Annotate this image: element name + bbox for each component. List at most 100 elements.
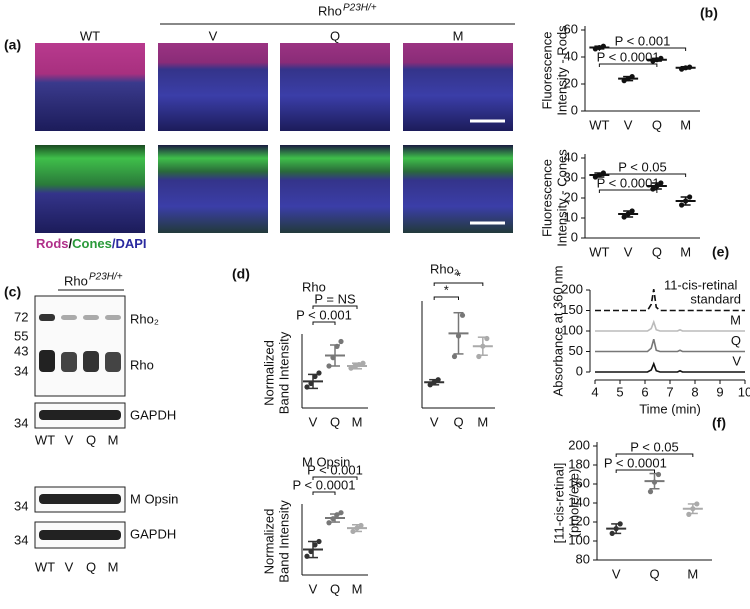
micrograph: [280, 145, 390, 233]
group-label: Rho: [318, 3, 342, 18]
y-axis-label: Normalized: [261, 340, 276, 406]
marker-label: 34: [14, 363, 28, 378]
significance-label: P < 0.0001: [604, 455, 667, 470]
band-label: GAPDH: [130, 526, 176, 541]
x-tick-label: WT: [589, 244, 609, 259]
significance-label: P < 0.001: [307, 462, 363, 477]
series-line: [595, 289, 745, 312]
data-point: [459, 312, 466, 318]
y-axis-label: Fluorescence: [539, 159, 554, 237]
data-point: [360, 360, 366, 366]
x-tick-label: 7: [666, 384, 673, 399]
significance-bracket: [312, 491, 336, 495]
y-tick-label: 0: [571, 102, 578, 117]
micrographs: [35, 43, 513, 233]
x-tick-label: M: [352, 414, 363, 429]
x-tick-label: V: [624, 244, 633, 259]
legend-rods: Rods: [36, 236, 69, 251]
lane-label: WT: [35, 559, 55, 574]
significance-label: P < 0.001: [615, 33, 671, 48]
significance-label: P < 0.05: [618, 159, 667, 174]
y-tick-label: 0: [576, 363, 583, 378]
series-line: [595, 319, 745, 332]
chart-title: Rho: [302, 279, 326, 294]
lane-label: V: [65, 432, 74, 447]
x-tick-label: M: [680, 117, 691, 132]
data-point: [647, 489, 654, 495]
y-tick-label: 60: [564, 21, 578, 36]
marker-label: 34: [14, 498, 28, 513]
group-label: Rho: [64, 273, 88, 288]
series-label: V: [732, 353, 741, 368]
band-label: GAPDH: [130, 407, 176, 422]
band: [39, 314, 55, 321]
significance-bracket: [433, 296, 459, 300]
significance-bracket: [598, 189, 658, 193]
significance-bracket: [598, 173, 687, 177]
marker-label: 72: [14, 309, 28, 324]
significance-bracket: [433, 282, 484, 286]
y-tick-label: 200: [561, 281, 583, 296]
data-point: [686, 511, 692, 517]
panel-label: (c): [4, 284, 21, 300]
x-tick-label: M: [352, 581, 363, 596]
x-tick-label: V: [309, 581, 318, 596]
column-label: WT: [80, 28, 100, 43]
significance-label: P = NS: [314, 291, 356, 306]
x-tick-label: V: [612, 566, 621, 581]
x-tick-label: WT: [589, 117, 609, 132]
panel-label: (d): [232, 266, 250, 282]
y-tick-label: 100: [568, 532, 590, 547]
band-label: Rho₂: [130, 311, 159, 326]
y-axis-label: Band Intensity: [276, 331, 291, 414]
x-tick-label: 5: [616, 384, 623, 399]
significance-bracket: [598, 47, 687, 51]
x-axis-label: Time (min): [639, 401, 701, 416]
band: [83, 315, 99, 320]
y-tick-label: 200: [568, 437, 590, 452]
y-tick-label: 20: [564, 75, 578, 90]
micrograph: [35, 43, 145, 131]
x-tick-label: Q: [652, 117, 662, 132]
y-axis-label: Absorbance at 360 nm: [550, 266, 565, 397]
x-tick-label: Q: [649, 566, 659, 581]
data-point: [338, 338, 344, 345]
band: [61, 352, 77, 372]
x-tick-label: 8: [691, 384, 698, 399]
x-tick-label: M: [477, 414, 488, 429]
column-label: Q: [330, 28, 340, 43]
y-tick-label: 180: [568, 456, 590, 471]
column-label: V: [209, 28, 218, 43]
significance-label: P < 0.05: [630, 439, 679, 454]
data-point: [316, 538, 322, 545]
y-tick-label: 40: [564, 149, 578, 164]
x-tick-label: 9: [716, 384, 723, 399]
stain-legend: Rods/Cones/DAPI: [36, 236, 147, 251]
micrograph: [158, 145, 268, 233]
band-label: M Opsin: [130, 491, 178, 506]
micrograph: [35, 145, 145, 233]
marker-label: 34: [14, 415, 28, 430]
x-tick-label: M: [680, 244, 691, 259]
band: [39, 410, 121, 420]
band: [105, 352, 121, 372]
lane-label: V: [65, 559, 74, 574]
band: [105, 315, 121, 320]
significance-bracket: [598, 63, 658, 67]
data-point: [451, 353, 458, 360]
x-tick-label: 10: [738, 384, 750, 399]
y-tick-label: 20: [564, 189, 578, 204]
band: [39, 530, 121, 540]
significance-label: *: [456, 268, 461, 283]
legend-dapi: /DAPI: [112, 236, 147, 251]
y-axis-label: Normalized: [261, 509, 276, 575]
data-point: [655, 471, 662, 478]
y-tick-label: 140: [568, 494, 590, 509]
series-label: M: [730, 312, 741, 327]
significance-label: P < 0.0001: [597, 175, 660, 190]
data-point: [326, 363, 332, 369]
micrograph: [403, 145, 513, 233]
micrograph: [403, 43, 513, 131]
micrograph: [158, 43, 268, 131]
